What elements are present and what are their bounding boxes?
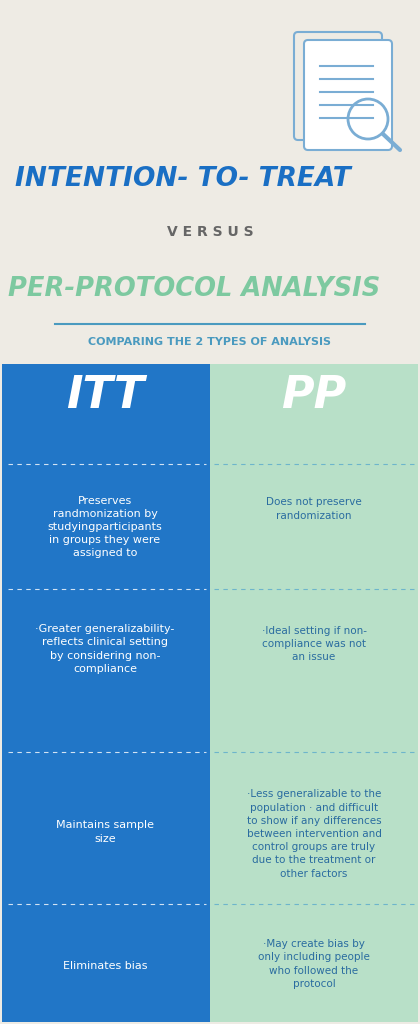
Text: V E R S U S: V E R S U S xyxy=(167,225,253,239)
Bar xyxy=(210,364,418,1022)
Bar xyxy=(2,364,210,1022)
Text: Maintains sample
size: Maintains sample size xyxy=(56,820,154,844)
Text: ·Less generalizable to the
population · and difficult
to show if any differences: ·Less generalizable to the population · … xyxy=(247,790,381,879)
Text: ·May create bias by
only including people
who followed the
protocol: ·May create bias by only including peopl… xyxy=(258,939,370,989)
Text: Preserves
randmonization by
studyingparticipants
in groups they were
assigned to: Preserves randmonization by studyingpart… xyxy=(47,496,163,558)
Text: PP: PP xyxy=(281,375,346,418)
FancyBboxPatch shape xyxy=(294,32,382,140)
Text: ·Ideal setting if non-
compliance was not
an issue: ·Ideal setting if non- compliance was no… xyxy=(262,626,367,663)
Text: ITT: ITT xyxy=(66,375,144,418)
Text: Eliminates bias: Eliminates bias xyxy=(63,961,147,971)
FancyBboxPatch shape xyxy=(304,40,392,150)
Text: COMPARING THE 2 TYPES OF ANALYSIS: COMPARING THE 2 TYPES OF ANALYSIS xyxy=(89,337,331,347)
Text: Does not preserve
randomization: Does not preserve randomization xyxy=(266,498,362,520)
Text: PER-PROTOCOL ANALYSIS: PER-PROTOCOL ANALYSIS xyxy=(8,276,380,302)
Text: INTENTION- TO- TREAT: INTENTION- TO- TREAT xyxy=(15,166,351,193)
Text: ·Greater generalizability-
reflects clinical setting
by considering non-
complia: ·Greater generalizability- reflects clin… xyxy=(35,625,175,674)
